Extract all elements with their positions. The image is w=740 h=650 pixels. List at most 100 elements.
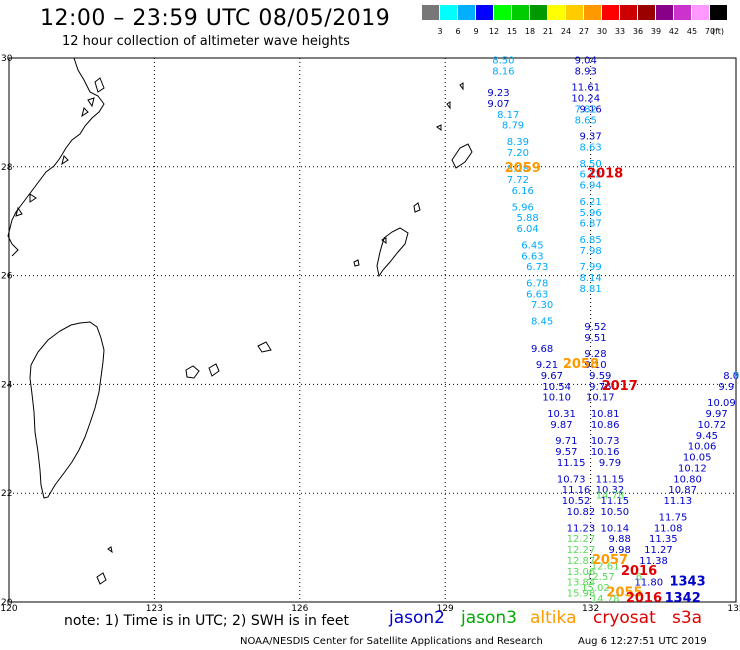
wave-height-value: 9.52 bbox=[584, 322, 606, 333]
wave-height-value: 7.98 bbox=[579, 246, 601, 257]
wave-height-value: 11.16 bbox=[562, 485, 591, 496]
scale-swatch bbox=[512, 5, 529, 20]
wave-height-value: 11.61 bbox=[571, 83, 600, 94]
map-subtitle: 12 hour collection of altimeter wave hei… bbox=[62, 34, 350, 49]
wave-height-value: 6.73 bbox=[526, 262, 548, 273]
wave-height-value: 9.37 bbox=[579, 132, 601, 143]
wave-height-value: 10.87 bbox=[668, 485, 697, 496]
pass-time-label: 1343 bbox=[669, 575, 705, 590]
latitude-label: 26 bbox=[1, 272, 13, 282]
wave-height-value: 9.57 bbox=[555, 447, 577, 458]
wave-height-value: 9.79 bbox=[599, 458, 621, 469]
wave-height-value: 12.27 bbox=[567, 534, 596, 545]
scale-tick-label: 27 bbox=[578, 27, 590, 36]
wave-height-value: 10.16 bbox=[591, 447, 620, 458]
wave-height-value: 10.52 bbox=[562, 496, 591, 507]
wave-height-value: 11.13 bbox=[664, 496, 693, 507]
wave-height-value: 5.96 bbox=[512, 202, 534, 213]
wave-height-value: 9.21 bbox=[536, 360, 558, 371]
wave-height-value: 6.72 bbox=[579, 170, 601, 181]
wave-height-value: 8.28 bbox=[507, 164, 529, 175]
wave-height-value: 6.04 bbox=[516, 224, 538, 235]
wave-height-value: 10.10 bbox=[542, 393, 571, 404]
wave-height-value: 9.16 bbox=[579, 104, 601, 115]
scale-swatch bbox=[440, 5, 457, 20]
wave-height-value: 10.24 bbox=[571, 94, 600, 105]
wave-height-value: 13.06 bbox=[567, 567, 596, 578]
wave-height-value: 6.87 bbox=[579, 219, 601, 230]
wave-height-value: 6.21 bbox=[579, 197, 601, 208]
scale-tick-label: 3 bbox=[437, 27, 443, 36]
wave-height-value: 9.23 bbox=[487, 88, 509, 99]
wave-height-value: 11.75 bbox=[659, 512, 688, 523]
wave-height-value: 10.73 bbox=[591, 436, 620, 447]
wave-height-value: 10.73 bbox=[557, 474, 586, 485]
china-coast-islets bbox=[15, 77, 105, 217]
wave-height-value: 8.16 bbox=[492, 66, 514, 77]
wave-height-value: 8.45 bbox=[531, 317, 553, 328]
latitude-label: 28 bbox=[1, 163, 13, 173]
scale-swatch bbox=[494, 5, 511, 20]
wave-height-value: 10.72 bbox=[697, 420, 726, 431]
wave-height-value: 8.0 bbox=[723, 371, 739, 382]
generated-timestamp: Aug 6 12:27:51 UTC 2019 bbox=[578, 636, 707, 647]
scale-swatch bbox=[656, 5, 673, 20]
longitude-label: 129 bbox=[437, 604, 454, 614]
wave-height-value: 10.05 bbox=[683, 453, 712, 464]
scale-tick-label: 18 bbox=[524, 27, 536, 36]
wave-height-value: 11.15 bbox=[601, 496, 630, 507]
scale-swatch bbox=[548, 5, 565, 20]
scale-swatch bbox=[422, 5, 439, 20]
wave-height-value: 10.12 bbox=[678, 463, 707, 474]
latitude-label: 24 bbox=[1, 380, 13, 390]
wave-height-value: 7.30 bbox=[531, 300, 553, 311]
scale-tick-label: 30 bbox=[596, 27, 608, 36]
wave-height-value: 6.85 bbox=[579, 235, 601, 246]
scale-unit-label: (ft) bbox=[711, 27, 725, 36]
wave-height-value: 6.94 bbox=[579, 181, 601, 192]
graticule bbox=[9, 58, 736, 602]
scale-swatch bbox=[620, 5, 637, 20]
wave-height-value: 10.09 bbox=[707, 398, 736, 409]
wave-height-value: 8.93 bbox=[575, 66, 597, 77]
wave-height-value: 9.98 bbox=[609, 545, 631, 556]
scale-tick-label: 45 bbox=[686, 27, 698, 36]
wave-height-value: 9.67 bbox=[541, 371, 563, 382]
wave-height-value: 8.79 bbox=[502, 121, 524, 132]
scale-tick-label: 36 bbox=[632, 27, 644, 36]
wave-height-value: 11.35 bbox=[649, 534, 678, 545]
pass-time-label: 2017 bbox=[602, 379, 638, 394]
wave-height-value: 8.50 bbox=[492, 55, 514, 66]
wave-height-value: 9.07 bbox=[487, 99, 509, 110]
scale-tick-label: 70 bbox=[704, 27, 716, 36]
wave-height-value: 7.20 bbox=[507, 148, 529, 159]
wave-height-value: 6.63 bbox=[521, 251, 543, 262]
wave-height-value: 11.38 bbox=[639, 556, 668, 567]
legend-jason3: jason3 bbox=[461, 608, 517, 628]
legend-altika: altika bbox=[530, 608, 577, 628]
legend-cryosat: cryosat bbox=[593, 608, 656, 628]
wave-height-value: 12.27 bbox=[567, 545, 596, 556]
wave-height-value: 7.72 bbox=[507, 175, 529, 186]
map-frame bbox=[8, 57, 737, 603]
latitude-label: 30 bbox=[1, 54, 13, 64]
scale-tick-label: 39 bbox=[650, 27, 662, 36]
wave-height-value: 10.50 bbox=[601, 507, 630, 518]
wave-height-value: 11.15 bbox=[596, 474, 625, 485]
wave-height-value: 8.63 bbox=[579, 142, 601, 153]
wave-height-value: 10.31 bbox=[547, 409, 576, 420]
wave-height-value: 10.86 bbox=[591, 420, 620, 431]
scale-swatch bbox=[566, 5, 583, 20]
wave-height-value: 9.59 bbox=[589, 371, 611, 382]
longitude-label: 123 bbox=[146, 604, 163, 614]
wave-height-value: 5.96 bbox=[579, 208, 601, 219]
scale-tick-label: 42 bbox=[668, 27, 680, 36]
wave-height-value: 6.16 bbox=[512, 186, 534, 197]
scale-tick-label: 6 bbox=[455, 27, 461, 36]
longitude-label: 132 bbox=[582, 604, 599, 614]
wave-height-value: 10.06 bbox=[688, 442, 717, 453]
wave-height-value: 9.51 bbox=[584, 333, 606, 344]
credit-line: NOAA/NESDIS Center for Satellite Applica… bbox=[240, 636, 543, 647]
